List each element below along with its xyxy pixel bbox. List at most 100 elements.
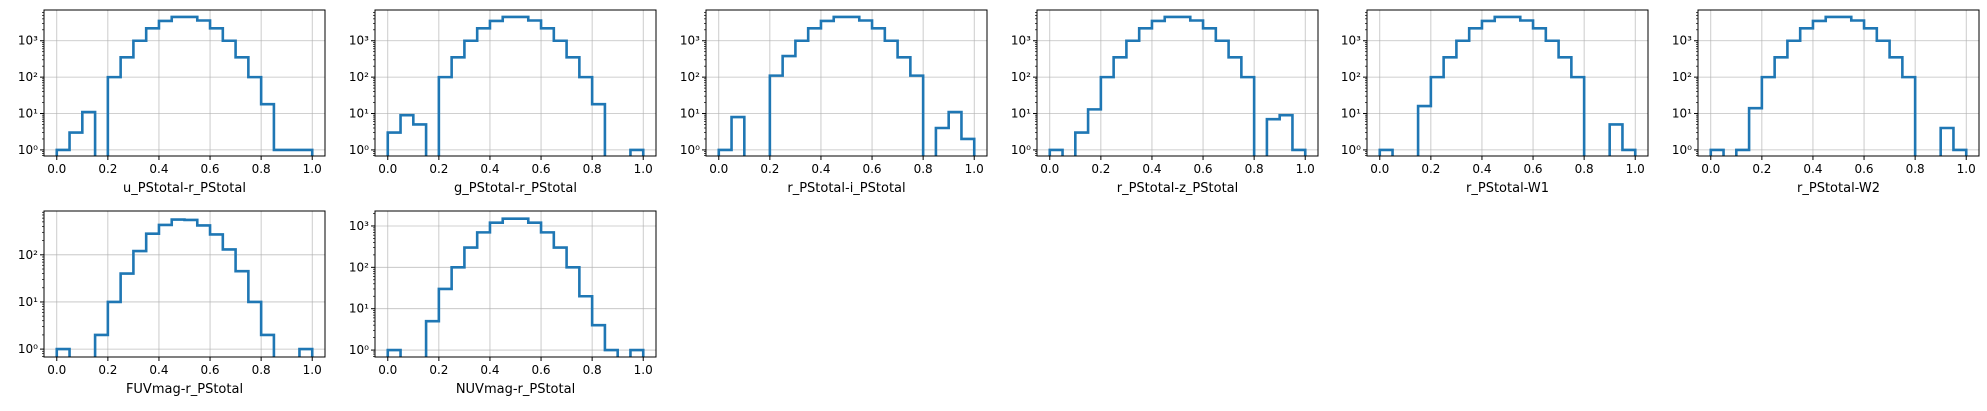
- y-tick-label: 10³: [349, 219, 369, 233]
- x-tick-label: 0.8: [1245, 162, 1264, 176]
- x-tick-label: 1.0: [1626, 162, 1645, 176]
- x-axis-label: g_PStotal-r_PStotal: [454, 181, 577, 196]
- x-axis-label: r_PStotal-W2: [1797, 181, 1880, 196]
- histogram-step-line: [717, 15, 976, 156]
- axes-frame: [374, 9, 657, 157]
- x-tick-label: 0.4: [480, 162, 499, 176]
- x-tick-label: 0.2: [1752, 162, 1771, 176]
- x-tick-label: 0.6: [200, 363, 219, 377]
- x-tick-label: 1.0: [303, 162, 322, 176]
- x-tick-label: 0.0: [1370, 162, 1389, 176]
- x-tick-label: 0.8: [1575, 162, 1594, 176]
- y-tick-label: 10²: [1341, 70, 1361, 84]
- histogram-panel: 0.0 0.2 0.4 0.6 0.8 1.0 10⁰ 10¹ 10² 10³ u_PStotal-…: [18, 9, 326, 196]
- x-tick-label: 0.4: [1803, 162, 1822, 176]
- axes-frame: [1036, 9, 1319, 157]
- y-tick-label: 10¹: [1011, 107, 1031, 121]
- x-tick-label: 0.4: [480, 363, 499, 377]
- x-tick-label: 0.0: [1040, 162, 1059, 176]
- histogram-step-line: [55, 15, 314, 156]
- x-tick-label: 0.2: [98, 363, 117, 377]
- y-tick-label: 10¹: [18, 107, 38, 121]
- x-tick-label: 0.6: [200, 162, 219, 176]
- x-tick-label: 0.0: [47, 363, 66, 377]
- x-tick-label: 0.2: [1421, 162, 1440, 176]
- histogram-panel: 0.0 0.2 0.4 0.6 0.8 1.0 10⁰ 10¹ 10² 10³ r_PStotal-…: [1672, 9, 1980, 196]
- x-tick-label: 0.0: [378, 162, 397, 176]
- x-axis-label: r_PStotal-i_PStotal: [787, 181, 905, 196]
- x-tick-label: 0.4: [1142, 162, 1161, 176]
- axes-frame: [374, 210, 657, 358]
- y-tick-label: 10²: [18, 248, 38, 262]
- y-tick-label: 10¹: [349, 302, 369, 316]
- x-tick-label: 1.0: [965, 162, 984, 176]
- x-tick-label: 0.8: [252, 162, 271, 176]
- y-tick-label: 10²: [349, 260, 369, 274]
- y-tick-label: 10⁰: [18, 143, 38, 157]
- y-tick-label: 10¹: [349, 107, 369, 121]
- x-tick-label: 0.2: [429, 363, 448, 377]
- histogram-panel: 0.0 0.2 0.4 0.6 0.8 1.0 10⁰ 10¹ 10² 10³ r_PStotal-…: [1341, 9, 1649, 196]
- x-tick-label: 0.0: [1701, 162, 1720, 176]
- histogram-step-line: [1048, 15, 1307, 156]
- x-tick-label: 0.6: [531, 363, 550, 377]
- x-tick-label: 1.0: [634, 363, 653, 377]
- y-tick-label: 10³: [1672, 34, 1692, 48]
- x-axis-label: r_PStotal-W1: [1466, 181, 1549, 196]
- x-tick-label: 0.8: [583, 162, 602, 176]
- y-tick-label: 10¹: [1672, 107, 1692, 121]
- axes-frame: [1697, 9, 1980, 157]
- x-axis-label: r_PStotal-z_PStotal: [1117, 181, 1239, 196]
- x-tick-label: 0.0: [47, 162, 66, 176]
- histogram-step-line: [1378, 15, 1637, 156]
- histogram-panel: 0.0 0.2 0.4 0.6 0.8 1.0 10⁰ 10¹ 10² 10³ r_PStotal-…: [1011, 9, 1319, 196]
- y-tick-label: 10¹: [18, 295, 38, 309]
- y-tick-label: 10²: [1011, 70, 1031, 84]
- y-tick-label: 10²: [1672, 70, 1692, 84]
- x-tick-label: 0.6: [1523, 162, 1542, 176]
- y-tick-label: 10³: [680, 34, 700, 48]
- y-tick-label: 10²: [680, 70, 700, 84]
- x-tick-label: 0.4: [1472, 162, 1491, 176]
- x-tick-label: 0.4: [149, 363, 168, 377]
- x-axis-label: u_PStotal-r_PStotal: [123, 181, 246, 196]
- y-tick-label: 10⁰: [1341, 143, 1361, 157]
- y-tick-label: 10²: [18, 70, 38, 84]
- x-tick-label: 0.4: [811, 162, 830, 176]
- y-tick-label: 10⁰: [18, 342, 38, 356]
- y-tick-label: 10⁰: [1011, 143, 1031, 157]
- y-tick-label: 10³: [349, 34, 369, 48]
- x-tick-label: 0.0: [709, 162, 728, 176]
- y-tick-label: 10³: [1011, 34, 1031, 48]
- axes-frame: [43, 9, 326, 157]
- histogram-panel: 0.0 0.2 0.4 0.6 0.8 1.0 10⁰ 10¹ 10² 10³ NUVmag-r_P…: [349, 210, 657, 397]
- x-axis-label: NUVmag-r_PStotal: [456, 382, 575, 397]
- y-tick-label: 10²: [349, 70, 369, 84]
- histogram-panel: 0.0 0.2 0.4 0.6 0.8 1.0 10⁰ 10¹ 10² 10³ g_PStotal-…: [349, 9, 657, 196]
- x-tick-label: 0.6: [1854, 162, 1873, 176]
- histogram-step-line: [386, 15, 645, 156]
- histogram-step-line: [386, 217, 645, 357]
- axes-frame: [43, 210, 326, 358]
- y-tick-label: 10⁰: [680, 143, 700, 157]
- x-tick-label: 0.8: [914, 162, 933, 176]
- histogram-panel: 0.0 0.2 0.4 0.6 0.8 1.0 10⁰ 10¹ 10² FUVmag-r_PSto…: [18, 210, 326, 397]
- x-tick-label: 0.8: [252, 363, 271, 377]
- x-tick-label: 0.2: [429, 162, 448, 176]
- y-tick-label: 10³: [1341, 34, 1361, 48]
- y-tick-label: 10⁰: [1672, 143, 1692, 157]
- x-tick-label: 0.4: [149, 162, 168, 176]
- y-tick-label: 10⁰: [349, 343, 369, 357]
- axes-frame: [705, 9, 988, 157]
- histogram-step-line: [55, 218, 314, 357]
- y-tick-label: 10⁰: [349, 143, 369, 157]
- x-tick-label: 0.8: [583, 363, 602, 377]
- x-tick-label: 0.2: [760, 162, 779, 176]
- x-tick-label: 0.0: [378, 363, 397, 377]
- x-tick-label: 0.2: [98, 162, 117, 176]
- x-tick-label: 1.0: [1296, 162, 1315, 176]
- axes-frame: [1366, 9, 1649, 157]
- x-tick-label: 1.0: [1957, 162, 1976, 176]
- x-tick-label: 1.0: [634, 162, 653, 176]
